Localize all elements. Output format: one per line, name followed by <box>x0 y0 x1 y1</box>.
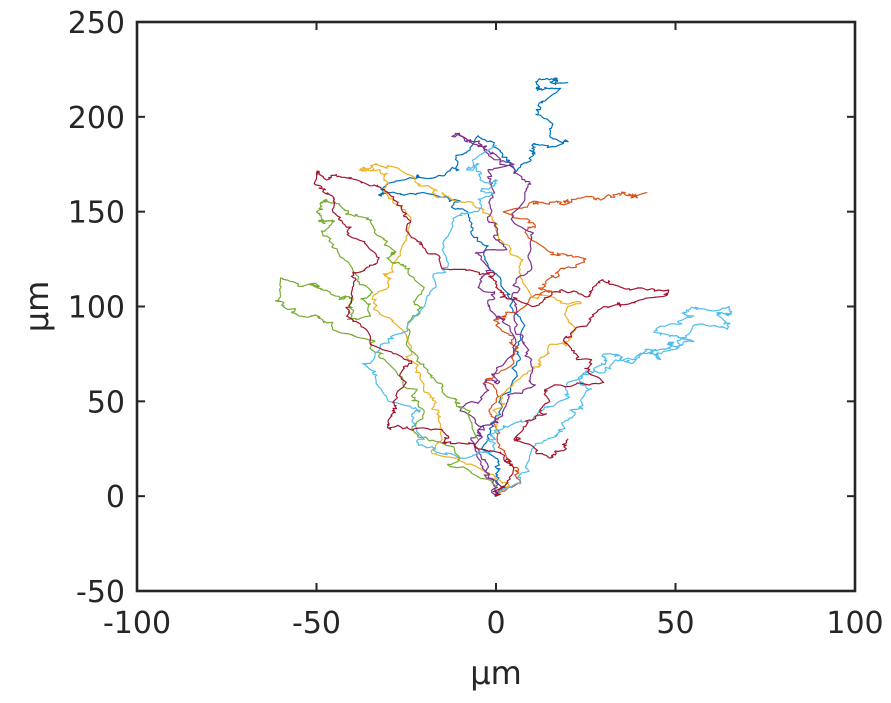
y-tick-label: 0 <box>106 480 125 515</box>
y-axis-label: μm <box>18 281 56 333</box>
trajectory-series-4 <box>451 132 536 497</box>
x-tick-label: 100 <box>826 606 883 641</box>
x-tick-labels: -100 -50 0 50 100 <box>103 606 884 641</box>
y-tick-label: -50 <box>76 575 125 610</box>
trajectory-series-5 <box>274 198 497 488</box>
x-axis-label: μm <box>470 654 522 692</box>
y-tick-label: 50 <box>87 385 125 420</box>
y-tick-labels: -50 0 50 100 150 200 250 <box>68 6 125 610</box>
x-tick-label: -50 <box>292 606 341 641</box>
x-tick-label: 50 <box>656 606 694 641</box>
trajectory-series-1 <box>378 77 569 497</box>
y-tick-label: 100 <box>68 291 125 326</box>
plot-area-frame <box>135 20 857 593</box>
x-tick-label: 0 <box>486 606 505 641</box>
trajectory-series-3 <box>359 162 582 497</box>
x-tick-label: -100 <box>103 606 171 641</box>
trajectory-series-2 <box>483 191 648 497</box>
trajectory-series-7 <box>313 170 670 497</box>
tick-marks <box>136 21 856 592</box>
y-tick-label: 200 <box>68 101 125 136</box>
tracks-group <box>274 77 733 497</box>
y-tick-label: 250 <box>68 6 125 41</box>
trajectory-series-6 <box>361 144 733 497</box>
y-tick-label: 150 <box>68 196 125 231</box>
